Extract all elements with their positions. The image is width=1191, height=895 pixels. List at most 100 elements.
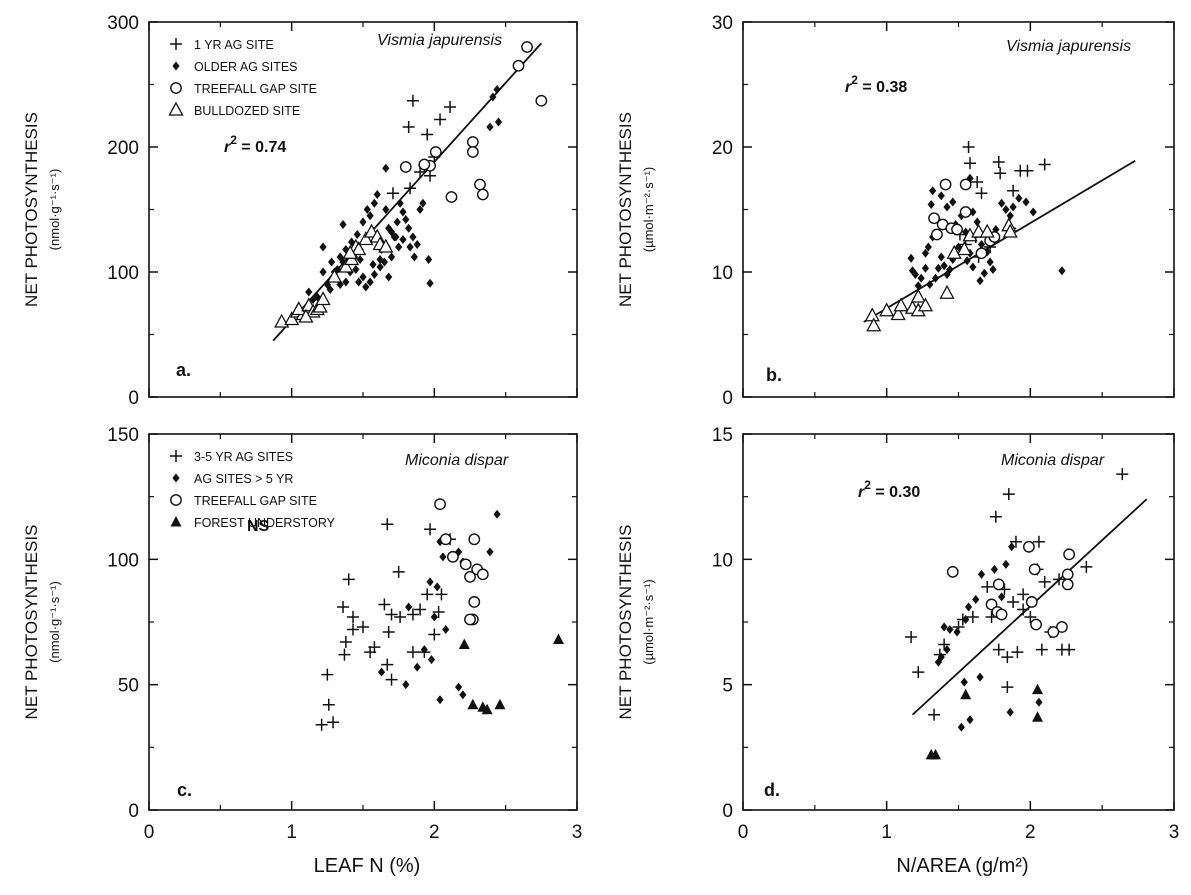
data-point-plus bbox=[322, 698, 335, 711]
data-point-plus bbox=[382, 626, 395, 639]
data-point-diamond bbox=[409, 232, 417, 242]
data-point-diamond bbox=[493, 509, 501, 519]
data-point-triangle-open bbox=[879, 302, 895, 317]
panel-letter: d. bbox=[764, 780, 780, 800]
legend-entry: FOREST UNDERSTORY bbox=[194, 516, 336, 530]
data-point-diamond bbox=[1035, 697, 1043, 707]
data-point-plus bbox=[1009, 535, 1022, 548]
data-point-plus bbox=[963, 157, 976, 170]
data-point-plus bbox=[975, 187, 988, 200]
data-point-circle bbox=[939, 178, 952, 191]
data-point-plus bbox=[994, 167, 1007, 180]
data-point-plus bbox=[404, 182, 417, 195]
y-tick-label: 100 bbox=[107, 550, 139, 571]
data-point-plus bbox=[421, 128, 434, 141]
data-point-circle bbox=[1056, 621, 1068, 633]
y-axis-units: (nmol·g⁻¹·s⁻¹) bbox=[47, 581, 62, 663]
data-point-circle bbox=[1063, 548, 1076, 561]
data-point-plus bbox=[421, 588, 434, 601]
data-point-diamond bbox=[914, 281, 922, 291]
data-point-diamond bbox=[1015, 193, 1023, 203]
panel-letter: b. bbox=[766, 365, 782, 385]
data-point-plus bbox=[381, 658, 394, 671]
regression-line bbox=[863, 159, 1136, 323]
panel-d: r2 = 0.30 bbox=[742, 433, 1175, 811]
data-point-plus bbox=[315, 718, 328, 731]
data-point-plus bbox=[385, 608, 398, 621]
y-tick-label: 5 bbox=[722, 676, 733, 697]
data-point-diamond bbox=[924, 242, 932, 252]
legend-marker-circle bbox=[170, 494, 182, 506]
data-point-diamond bbox=[459, 690, 467, 700]
y-axis-label: NET PHOTOSYNTHESIS bbox=[22, 112, 41, 307]
data-point-circle bbox=[439, 533, 452, 546]
data-point-triangle-filled bbox=[552, 633, 564, 645]
data-point-plus bbox=[378, 598, 391, 611]
data-point-diamond bbox=[1008, 542, 1016, 552]
species-name: Vismia japurensis bbox=[377, 32, 502, 49]
data-point-circle bbox=[512, 59, 525, 72]
data-point-plus bbox=[962, 141, 975, 153]
data-point-diamond bbox=[413, 662, 421, 672]
y-tick-label: 50 bbox=[118, 676, 139, 697]
data-point-circle bbox=[535, 94, 548, 107]
data-point-triangle-open bbox=[342, 244, 358, 259]
data-point-circle bbox=[521, 41, 533, 53]
data-point-diamond bbox=[377, 667, 386, 677]
data-point-diamond bbox=[355, 277, 363, 287]
y-tick-label: 0 bbox=[722, 388, 733, 409]
data-point-diamond bbox=[366, 277, 374, 287]
data-point-circle bbox=[975, 247, 988, 260]
data-point-diamond bbox=[931, 273, 940, 283]
data-point-diamond bbox=[1006, 707, 1014, 717]
data-point-diamond bbox=[393, 217, 401, 227]
y-tick-label: 0 bbox=[722, 801, 733, 822]
data-point-plus bbox=[339, 636, 352, 649]
data-point-plus bbox=[938, 638, 951, 651]
data-point-triangle-open bbox=[338, 258, 354, 273]
data-point-plus bbox=[1038, 158, 1051, 171]
x-tick-label: 3 bbox=[572, 822, 583, 843]
data-point-diamond bbox=[326, 285, 334, 294]
data-point-plus bbox=[406, 608, 419, 621]
data-point-plus bbox=[414, 603, 427, 616]
data-point-triangle-open bbox=[893, 297, 909, 312]
data-point-triangle-open bbox=[956, 241, 972, 256]
data-point-diamond bbox=[402, 680, 410, 690]
data-point-diamond bbox=[489, 92, 497, 102]
data-point-plus bbox=[386, 187, 399, 200]
data-point-triangle-filled bbox=[494, 698, 506, 710]
data-point-plus bbox=[1002, 488, 1015, 501]
x-tick-label: 3 bbox=[1169, 822, 1180, 843]
data-point-plus bbox=[338, 648, 351, 661]
data-point-circle bbox=[1022, 540, 1035, 553]
data-point-circle bbox=[464, 613, 476, 626]
data-point-diamond bbox=[405, 223, 413, 233]
data-point-plus bbox=[966, 610, 979, 623]
data-point-diamond bbox=[376, 255, 384, 264]
data-point-diamond bbox=[1058, 266, 1066, 276]
data-point-circle bbox=[992, 578, 1005, 591]
legend-marker-plus bbox=[170, 450, 182, 462]
y-tick-label: 10 bbox=[712, 550, 733, 571]
data-point-plus bbox=[337, 600, 350, 613]
data-point-diamond bbox=[420, 645, 428, 655]
data-point-circle bbox=[951, 223, 963, 236]
data-point-diamond bbox=[369, 260, 377, 269]
data-point-diamond bbox=[419, 198, 427, 208]
data-point-triangle-open bbox=[274, 313, 290, 328]
data-point-plus bbox=[434, 113, 447, 126]
data-point-diamond bbox=[990, 564, 999, 574]
data-point-plus bbox=[392, 565, 405, 578]
data-point-triangle-filled bbox=[1032, 683, 1044, 695]
x-tick-label: 1 bbox=[881, 822, 892, 843]
r-squared-label: r2 = 0.38 bbox=[845, 73, 907, 96]
data-point-diamond bbox=[976, 672, 984, 682]
significance-label: NS bbox=[247, 518, 270, 535]
data-point-circle bbox=[445, 191, 458, 203]
data-point-diamond bbox=[921, 248, 930, 258]
legend-entry: BULLDOZED SITE bbox=[194, 104, 300, 118]
data-point-diamond bbox=[940, 261, 948, 271]
y-tick-label: 150 bbox=[107, 425, 139, 446]
data-point-plus bbox=[992, 156, 1005, 168]
